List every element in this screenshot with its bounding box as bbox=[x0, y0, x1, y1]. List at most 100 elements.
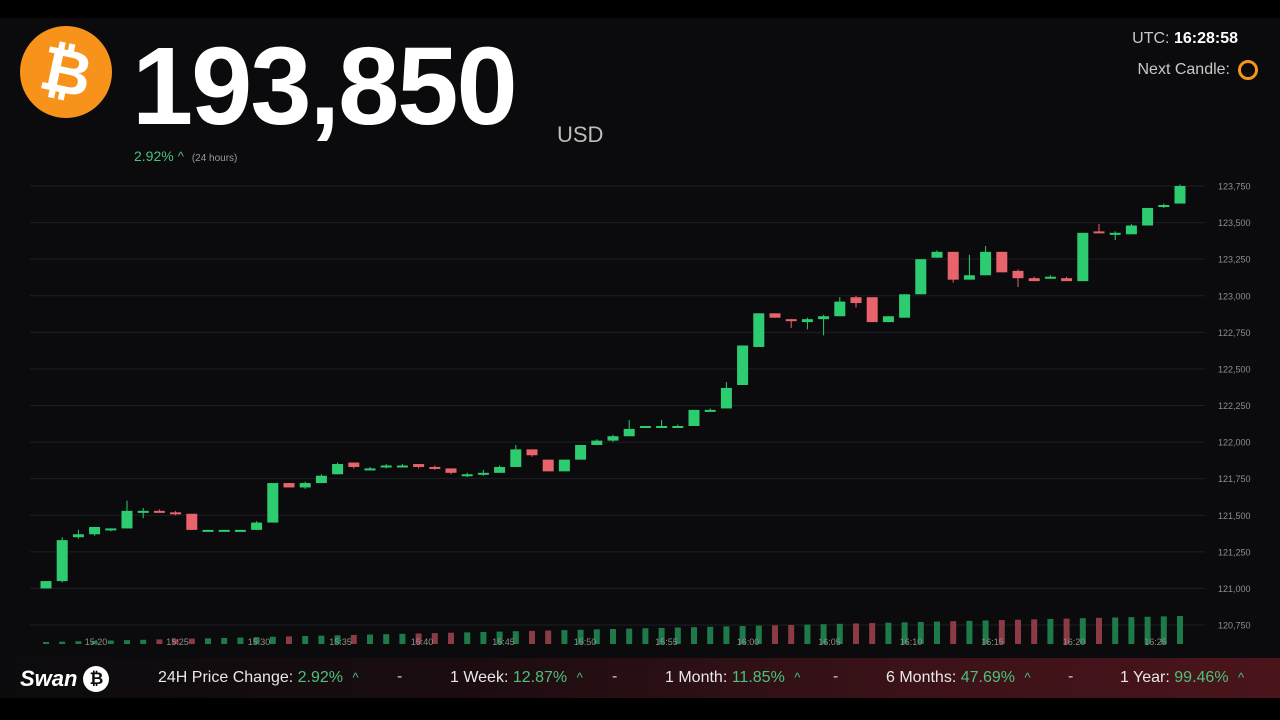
candle-body bbox=[153, 510, 165, 513]
change-percent: 2.92% bbox=[134, 148, 174, 164]
candle bbox=[607, 434, 619, 443]
candle bbox=[56, 537, 68, 583]
candle bbox=[866, 297, 878, 323]
candlestick-chart: 123,750 123,500 123,250 123,000 122,750 122,5… bbox=[30, 182, 1251, 647]
volume-bar bbox=[853, 623, 859, 644]
candle bbox=[947, 251, 959, 283]
candle bbox=[299, 481, 311, 489]
candle bbox=[105, 528, 117, 532]
candle-body bbox=[348, 462, 360, 467]
change-period: (24 hours) bbox=[191, 153, 238, 164]
candle-body bbox=[947, 251, 959, 280]
volume-bar bbox=[480, 631, 487, 644]
candle-body bbox=[315, 475, 327, 484]
candle-body bbox=[218, 529, 230, 532]
volume-bar bbox=[610, 629, 616, 644]
candle-body bbox=[834, 301, 846, 317]
candle-body bbox=[769, 313, 781, 318]
candle-body bbox=[56, 540, 68, 582]
candle-body bbox=[186, 513, 198, 530]
candle bbox=[315, 474, 327, 484]
candle-body bbox=[931, 251, 943, 258]
candle bbox=[510, 445, 522, 467]
candle bbox=[688, 409, 700, 426]
volume-bar bbox=[286, 636, 292, 644]
candle-body bbox=[299, 483, 311, 488]
candle-body bbox=[1028, 278, 1040, 282]
candle-body bbox=[737, 345, 749, 386]
y-tick-label: 122,250 bbox=[1218, 401, 1251, 411]
candle bbox=[801, 317, 813, 330]
volume-bar bbox=[448, 632, 454, 644]
utc-time: 16:28:58 bbox=[1173, 30, 1238, 47]
volume-bar bbox=[593, 629, 600, 644]
candle bbox=[234, 529, 246, 532]
up-arrow-icon: ^ bbox=[177, 149, 184, 164]
swan-logo-text: Swan bbox=[20, 666, 78, 691]
candle-body bbox=[866, 297, 878, 323]
candle-body bbox=[801, 319, 813, 323]
ticker-item-1-year: 1 Year: 99.46% ^ bbox=[1120, 669, 1244, 687]
ticker-label: 6 Months: bbox=[886, 669, 957, 686]
y-tick-label: 123,000 bbox=[1218, 291, 1251, 301]
volume-bar bbox=[269, 636, 276, 644]
volume-bar bbox=[788, 624, 795, 644]
candle bbox=[283, 483, 295, 488]
volume-bar bbox=[431, 633, 438, 644]
x-tick-label: 16:05 bbox=[818, 637, 841, 647]
y-tick-label: 121,250 bbox=[1218, 547, 1251, 557]
volume-bar bbox=[901, 622, 908, 644]
candle-body bbox=[1174, 186, 1186, 204]
candle bbox=[89, 526, 101, 536]
volume-bar bbox=[674, 627, 681, 644]
ticker-value: 11.85% bbox=[731, 669, 785, 686]
candle-body bbox=[461, 474, 473, 477]
candle-body bbox=[364, 468, 376, 471]
x-tick-label: 15:35 bbox=[329, 637, 352, 647]
volume-bar bbox=[804, 624, 811, 644]
volume-bar bbox=[43, 642, 49, 644]
candle-body bbox=[720, 387, 732, 409]
next-candle-label: Next Candle: bbox=[1137, 61, 1231, 78]
ticker-label: 1 Month: bbox=[665, 669, 728, 686]
next-candle: Next Candle: bbox=[1137, 60, 1258, 80]
ticker-label: 1 Year: bbox=[1120, 669, 1170, 686]
volume-bar bbox=[383, 634, 390, 644]
candle bbox=[1109, 231, 1121, 241]
volume-bar bbox=[221, 637, 228, 644]
candle-body bbox=[1061, 278, 1073, 282]
x-tick-label: 16:20 bbox=[1063, 637, 1086, 647]
currency-label: USD bbox=[557, 122, 604, 147]
candle-body bbox=[963, 275, 975, 280]
volume-bar bbox=[739, 626, 746, 644]
candle-body bbox=[915, 259, 927, 295]
candle-body bbox=[429, 466, 441, 469]
candle-body bbox=[251, 522, 263, 530]
candle bbox=[931, 250, 943, 258]
candle-body bbox=[477, 472, 489, 475]
volume-bar bbox=[934, 621, 940, 644]
candle-body bbox=[267, 483, 279, 523]
utc-label: UTC: bbox=[1132, 30, 1170, 47]
y-tick-label: 122,000 bbox=[1218, 438, 1251, 448]
candle bbox=[1061, 276, 1073, 282]
volume-bar bbox=[140, 639, 147, 644]
candle-body bbox=[510, 449, 522, 467]
volume-bar bbox=[91, 640, 98, 644]
y-tick-label: 123,500 bbox=[1218, 218, 1251, 228]
volume-bar bbox=[124, 640, 130, 644]
candle-body bbox=[234, 529, 246, 532]
candle bbox=[558, 459, 570, 472]
candle-body bbox=[202, 529, 214, 532]
ticker-item-6-months: 6 Months: 47.69% ^ bbox=[886, 669, 1031, 687]
candle bbox=[1142, 207, 1154, 226]
volume-bar bbox=[1063, 618, 1070, 644]
volume-bar bbox=[334, 635, 341, 644]
candle-body bbox=[413, 464, 425, 467]
candle bbox=[1125, 224, 1137, 235]
candle bbox=[899, 294, 911, 318]
volume-bar bbox=[1177, 616, 1183, 644]
candle-body bbox=[850, 297, 862, 304]
candle-body bbox=[607, 436, 619, 441]
x-tick-label: 16:00 bbox=[737, 637, 760, 647]
